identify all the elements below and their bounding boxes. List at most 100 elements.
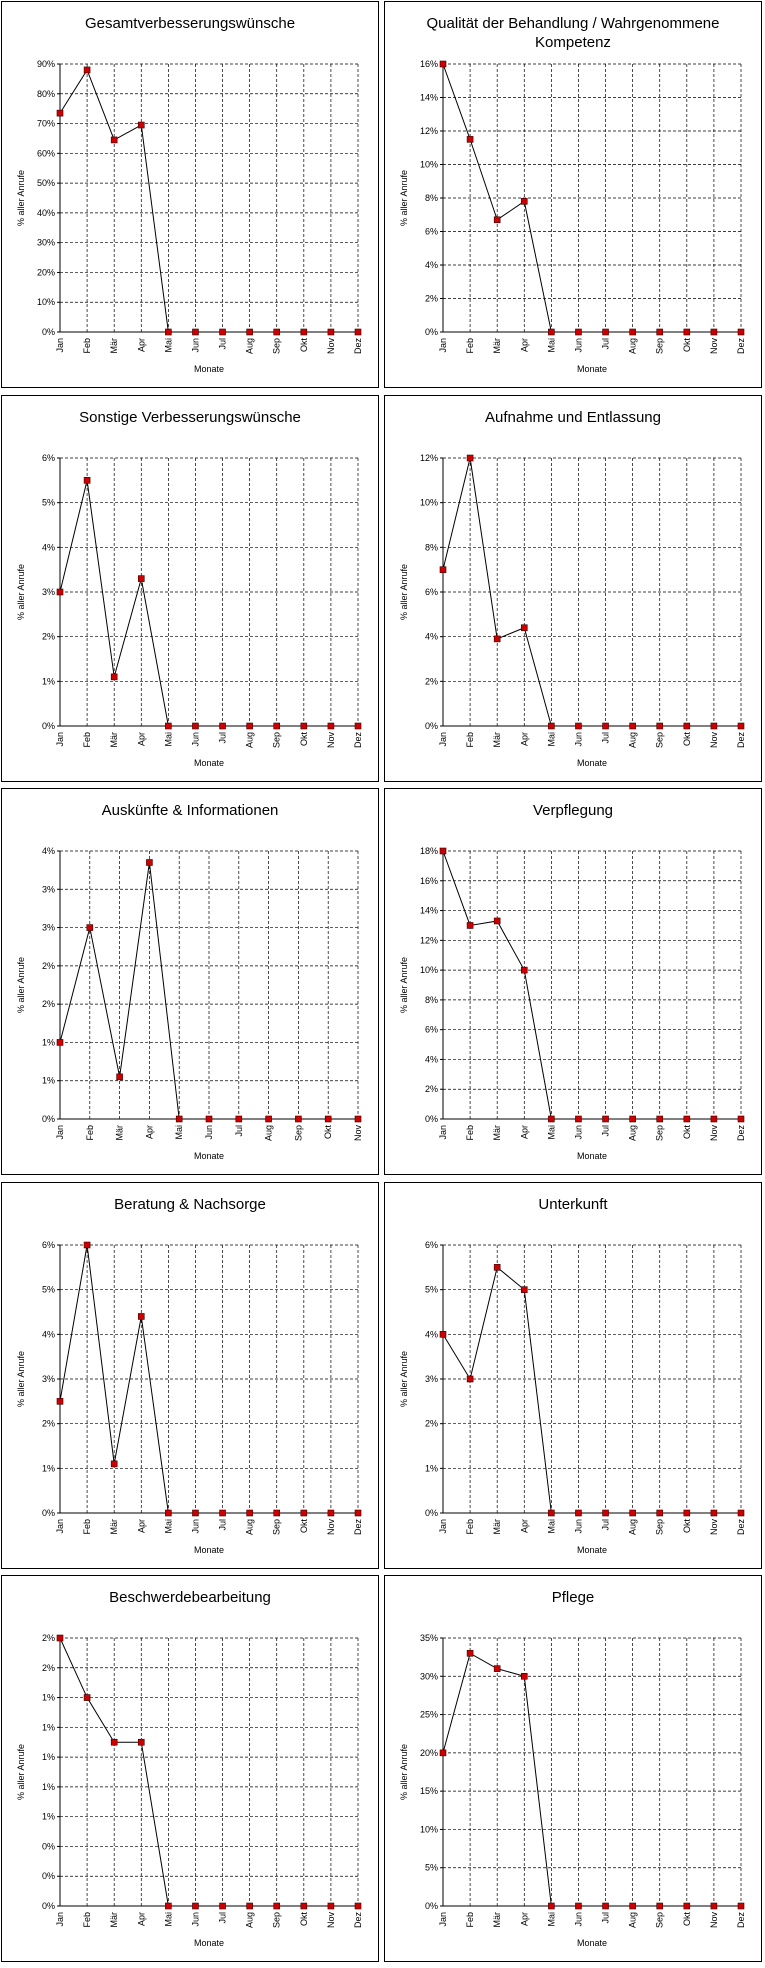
y-tick-label: 20%	[37, 267, 55, 277]
data-point	[137, 1739, 145, 1746]
data-point	[246, 328, 253, 336]
data-line	[442, 1266, 741, 1514]
data-point	[165, 722, 172, 729]
x-tick-label: Jul	[601, 1912, 611, 1924]
x-tick-label: Apr	[519, 1519, 529, 1533]
y-tick-label: 40%	[37, 208, 55, 218]
data-point	[575, 722, 582, 729]
y-tick-label: 1%	[42, 1812, 55, 1822]
y-tick-label: 10%	[420, 1825, 438, 1835]
x-tick-label: Sep	[655, 338, 665, 354]
data-point	[602, 1509, 609, 1517]
data-point	[235, 1115, 243, 1123]
data-line	[442, 457, 741, 727]
x-axis-label: Monate	[194, 758, 224, 768]
data-point	[683, 722, 691, 729]
data-point	[656, 328, 664, 336]
y-tick-label: 6%	[425, 1240, 438, 1250]
data-point	[439, 60, 447, 68]
data-point	[548, 1903, 555, 1910]
x-tick-label: Feb	[465, 338, 475, 354]
x-axis-label: Monate	[577, 758, 607, 768]
x-tick-label: Mär	[492, 732, 502, 748]
y-axis-label: % aller Anrufe	[399, 1351, 409, 1407]
x-tick-label: Mär	[492, 1125, 502, 1141]
data-point	[56, 588, 64, 595]
data-point	[165, 1509, 172, 1517]
data-point	[466, 1375, 474, 1383]
y-tick-label: 80%	[37, 89, 55, 99]
chart-title: Beschwerdebearbeitung	[109, 1589, 271, 1607]
data-point	[83, 66, 91, 74]
data-point	[656, 1115, 664, 1123]
y-tick-label: 4%	[42, 1329, 55, 1339]
chart-panel: Unterkunft 0% 1% 2% 3% 4% 5% 6% Jan Feb Mär Apr Mai J…	[384, 1181, 762, 1569]
data-point	[629, 722, 636, 729]
y-tick-label: 3%	[425, 1374, 438, 1384]
x-tick-label: Okt	[682, 1125, 692, 1140]
x-tick-label: Jul	[218, 732, 228, 744]
x-tick-label: Jun	[190, 338, 200, 353]
y-axis-label: % aller Anrufe	[16, 170, 26, 226]
y-tick-label: 30%	[420, 1672, 438, 1682]
data-point	[205, 1115, 213, 1123]
data-point	[710, 722, 718, 729]
y-tick-label: 4%	[42, 846, 55, 856]
y-tick-label: 1%	[42, 1782, 55, 1792]
x-tick-label: Jul	[234, 1125, 244, 1137]
y-axis-label: % aller Anrufe	[399, 564, 409, 620]
y-tick-label: 0%	[425, 327, 438, 337]
x-axis-label: Monate	[577, 1938, 607, 1948]
data-point	[83, 1694, 91, 1702]
data-point	[439, 847, 447, 855]
chart: 0% 2% 4% 6% 8% 10% 12% 14% 16% 18% Jan Feb Mär Apr Mai…	[399, 846, 746, 1161]
data-point	[656, 1903, 664, 1910]
x-tick-label: Jun	[573, 1519, 583, 1534]
y-tick-label: 3%	[42, 1374, 55, 1384]
x-tick-label: Aug	[245, 732, 255, 748]
data-point	[175, 1115, 183, 1123]
data-point	[683, 1115, 691, 1123]
data-point	[737, 1115, 745, 1123]
x-axis-label: Monate	[194, 1938, 224, 1948]
x-tick-label: Dez	[736, 731, 746, 748]
data-line	[59, 479, 358, 727]
data-point	[493, 1263, 501, 1271]
y-tick-label: 8%	[425, 542, 438, 552]
y-tick-label: 0%	[42, 721, 55, 731]
x-tick-label: Mai	[546, 732, 556, 747]
data-point	[354, 328, 362, 336]
y-tick-label: 0%	[42, 1508, 55, 1518]
x-tick-label: Sep	[655, 1912, 665, 1928]
y-tick-label: 6%	[42, 1240, 55, 1250]
chart-title: Gesamtverbesserungswünsche	[84, 15, 296, 32]
x-tick-label: Mär	[492, 1519, 502, 1535]
x-tick-label: Jul	[601, 338, 611, 350]
y-tick-label: 12%	[420, 453, 438, 463]
y-tick-label: 12%	[420, 936, 438, 946]
x-tick-label: Mai	[174, 1125, 184, 1140]
x-tick-label: Feb	[465, 1519, 475, 1535]
chart-title: Aufnahme und Entlassung	[485, 408, 661, 426]
chart: 0% 2% 4% 6% 8% 10% 12% Jan Feb Mär Apr Mai Jun Jul Aug…	[399, 453, 746, 768]
y-tick-label: 70%	[37, 119, 55, 129]
x-tick-label: Aug	[628, 338, 638, 354]
x-tick-label: Feb	[85, 1125, 95, 1141]
y-tick-label: 1%	[42, 676, 55, 686]
chart: 0% 1% 2% 3% 4% 5% 6% Jan Feb Mär Apr Mai Jun Jul Aug Se…	[16, 453, 363, 768]
x-tick-label: Dez	[353, 338, 363, 355]
data-point	[219, 328, 226, 336]
data-point	[520, 966, 528, 974]
data-line	[59, 1638, 358, 1907]
y-tick-label: 10%	[420, 965, 438, 975]
x-tick-label: Jan	[438, 1912, 448, 1927]
data-point	[273, 328, 281, 336]
data-point	[520, 198, 528, 205]
x-tick-label: Mai	[546, 338, 556, 353]
y-tick-label: 0%	[425, 721, 438, 731]
x-tick-label: Nov	[709, 1912, 719, 1929]
x-tick-label: Mär	[109, 1519, 119, 1535]
y-tick-label: 0%	[42, 327, 55, 337]
chart: 0% 1% 2% 3% 4% 5% 6% Jan Feb Mär Apr Mai Jun Jul Aug Se…	[16, 1240, 363, 1555]
x-tick-label: Sep	[293, 1125, 303, 1141]
